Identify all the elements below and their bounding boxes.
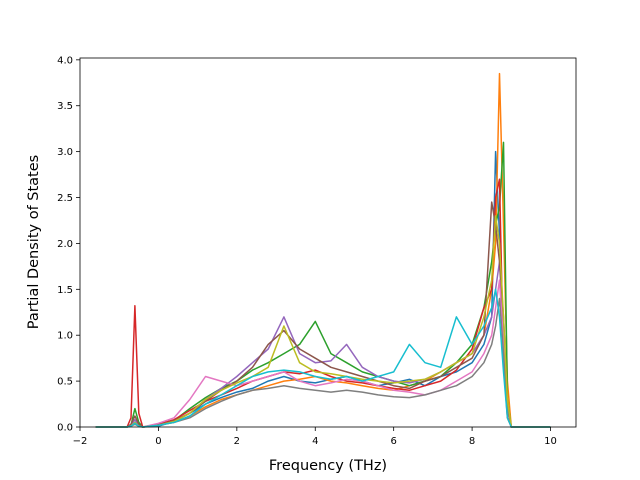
series-line-7 [95,279,551,428]
y-tick-label: 2.5 [57,193,73,204]
y-axis-ticks: 0.0 0.5 1.0 1.5 2.0 2.5 3.0 3.5 4.0 [57,55,80,434]
x-tick-label: −2 [73,436,88,447]
plot-frame [79,57,577,428]
series-layer [95,72,551,428]
x-tick-label: 10 [544,436,557,447]
series-line-5 [95,261,551,428]
y-tick-label: 1.5 [57,285,73,296]
series-line-9 [95,215,551,428]
y-tick-label: 1.0 [57,331,73,342]
series-line-4 [95,178,551,428]
x-axis-ticks: −2 0 2 4 6 8 10 [73,427,557,447]
x-tick-label: 0 [155,436,161,447]
x-tick-label: 6 [390,436,396,447]
y-tick-label: 4.0 [57,55,73,66]
x-axis-label: Frequency (THz) [269,458,387,474]
x-tick-label: 8 [469,436,475,447]
x-tick-label: 2 [234,436,240,447]
y-tick-label: 3.0 [57,147,73,158]
y-tick-label: 0.5 [57,377,73,388]
series-line-1 [95,150,551,428]
series-line-10 [95,288,551,428]
y-tick-label: 0.0 [57,423,73,434]
y-tick-label: 2.0 [57,239,73,250]
y-tick-label: 3.5 [57,101,73,112]
y-axis-label: Partial Density of States [26,155,42,329]
x-tick-label: 4 [312,436,318,447]
